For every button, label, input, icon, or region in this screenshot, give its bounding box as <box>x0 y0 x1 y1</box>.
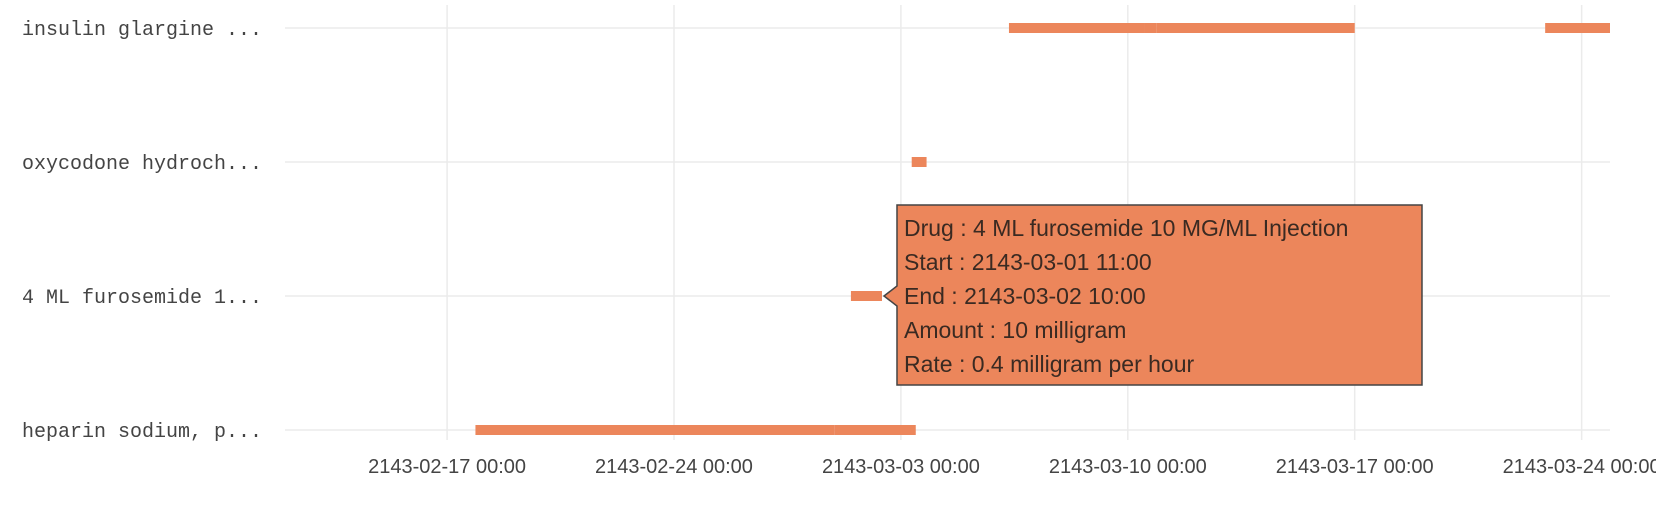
tooltip-box <box>882 204 1423 386</box>
tooltip-line: End : 2143-03-02 10:00 <box>904 283 1146 309</box>
x-tick-label: 2143-03-17 00:00 <box>1276 456 1434 478</box>
x-tick-label: 2143-03-24 00:00 <box>1503 456 1656 478</box>
timeline-bar[interactable] <box>834 425 916 435</box>
x-tick-label: 2143-03-03 00:00 <box>822 456 980 478</box>
timeline-bar[interactable] <box>1156 23 1355 33</box>
tooltip-line: Amount : 10 milligram <box>904 317 1126 343</box>
y-tick-label: oxycodone hydroch... <box>22 153 262 176</box>
tooltip: Drug : 4 ML furosemide 10 MG/ML Injectio… <box>882 204 1423 386</box>
y-tick-label: heparin sodium, p... <box>22 421 262 444</box>
tooltip-line: Rate : 0.4 milligram per hour <box>904 351 1195 377</box>
y-axis-labels: insulin glargine ... oxycodone hydroch...… <box>22 19 262 444</box>
tooltip-line: Start : 2143-03-01 11:00 <box>904 249 1152 275</box>
hover-tooltip: Drug : 4 ML furosemide 10 MG/ML Injectio… <box>882 204 1423 386</box>
x-tick-label: 2143-03-10 00:00 <box>1049 456 1207 478</box>
x-axis-labels: 2143-02-17 00:00 2143-02-24 00:00 2143-03-… <box>368 456 1656 478</box>
timeline-bar[interactable] <box>1144 23 1157 33</box>
timeline-bar[interactable] <box>1008 23 1145 33</box>
x-tick-label: 2143-02-24 00:00 <box>595 456 753 478</box>
bars <box>475 23 1610 435</box>
tooltip-line: Drug : 4 ML furosemide 10 MG/ML Injectio… <box>904 215 1348 241</box>
y-tick-label: insulin glargine ... <box>22 19 262 42</box>
timeline-bar[interactable] <box>1545 23 1610 33</box>
y-tick-label: 4 ML furosemide 1... <box>22 287 262 310</box>
x-tick-label: 2143-02-17 00:00 <box>368 456 526 478</box>
timeline-bar[interactable] <box>475 425 835 435</box>
timeline-bar[interactable] <box>911 157 927 167</box>
timeline-bar[interactable] <box>850 291 882 301</box>
